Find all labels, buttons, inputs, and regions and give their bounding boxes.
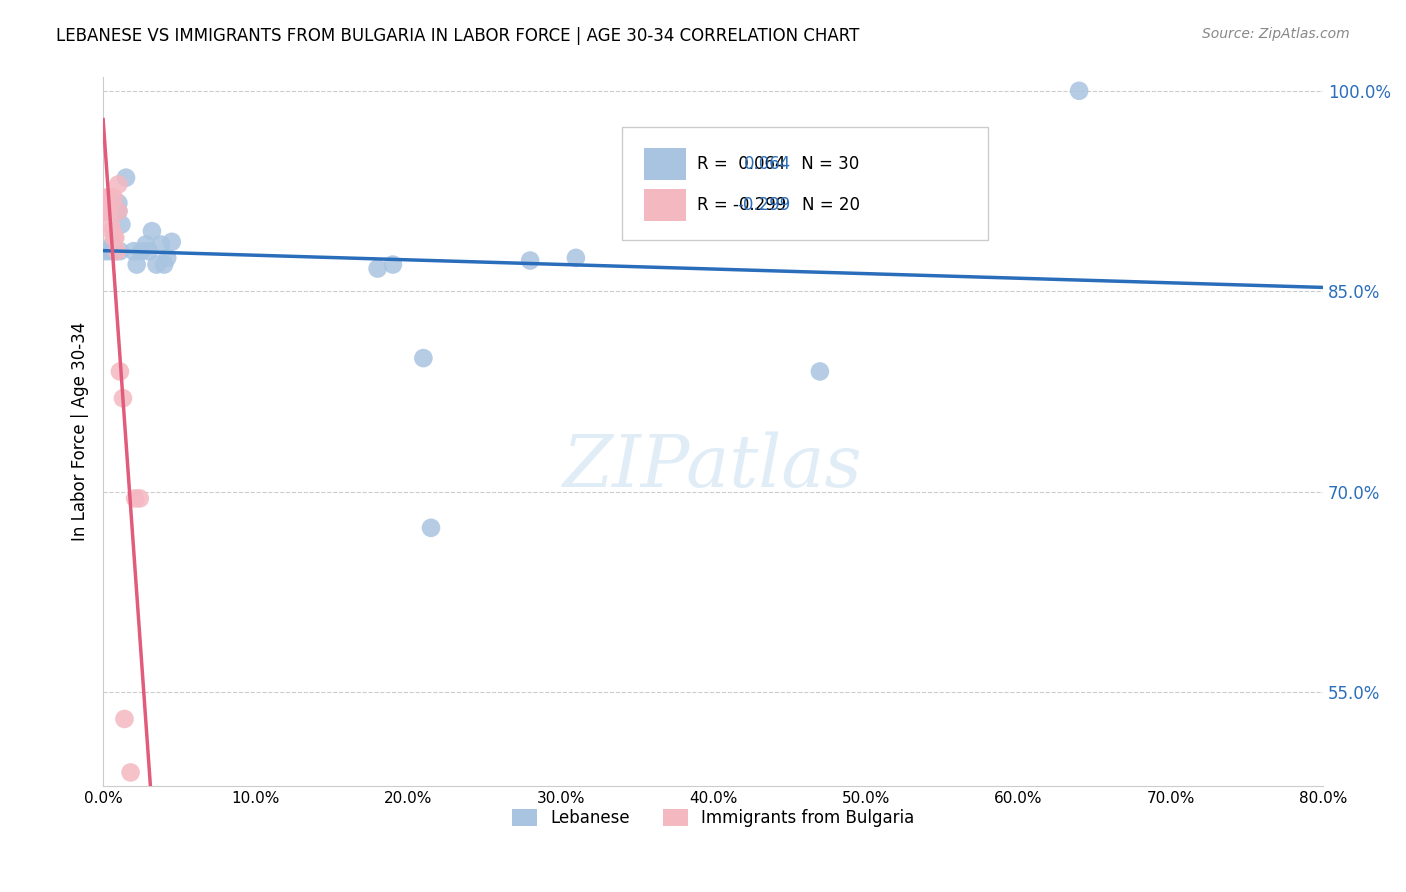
Text: ZIPatlas: ZIPatlas	[564, 432, 863, 502]
Point	[120, 765, 142, 780]
Legend: Lebanese, Immigrants from Bulgaria: Lebanese, Immigrants from Bulgaria	[505, 803, 921, 834]
Point	[103, 231, 125, 245]
Point	[381, 258, 404, 272]
Text: Source: ZipAtlas.com: Source: ZipAtlas.com	[1202, 27, 1350, 41]
Point	[98, 244, 121, 259]
Point	[98, 191, 121, 205]
Point	[101, 224, 124, 238]
Text: -0.299: -0.299	[738, 196, 790, 214]
Point	[145, 258, 167, 272]
Point	[107, 204, 129, 219]
Y-axis label: In Labor Force | Age 30-34: In Labor Force | Age 30-34	[72, 322, 89, 541]
Point	[129, 244, 152, 259]
Text: LEBANESE VS IMMIGRANTS FROM BULGARIA IN LABOR FORCE | AGE 30-34 CORRELATION CHAR: LEBANESE VS IMMIGRANTS FROM BULGARIA IN …	[56, 27, 859, 45]
Point	[412, 351, 434, 365]
Point	[104, 244, 127, 259]
Point	[156, 251, 179, 265]
Point	[108, 244, 131, 259]
Point	[108, 364, 131, 378]
Point	[114, 712, 136, 726]
Point	[138, 244, 160, 259]
Point	[107, 196, 129, 211]
Point	[1069, 84, 1091, 98]
Point	[367, 261, 389, 276]
Point	[96, 191, 118, 205]
Point	[107, 204, 129, 219]
Point	[93, 244, 115, 259]
Point	[124, 491, 146, 506]
Point	[97, 204, 120, 219]
Point	[110, 218, 132, 232]
Point	[420, 521, 443, 535]
Point	[135, 237, 157, 252]
Point	[103, 191, 125, 205]
Point	[98, 204, 121, 219]
Point	[125, 258, 148, 272]
Point	[115, 170, 138, 185]
Point	[93, 204, 115, 219]
Point	[160, 235, 183, 249]
Point	[565, 251, 588, 265]
Point	[141, 224, 163, 238]
Point	[107, 178, 129, 192]
Point	[105, 244, 128, 259]
Point	[100, 218, 122, 232]
Point	[128, 491, 150, 506]
Point	[808, 364, 831, 378]
Point	[122, 244, 145, 259]
Point	[104, 231, 127, 245]
Text: 0.064: 0.064	[744, 155, 792, 173]
Point	[105, 204, 128, 219]
Point	[150, 237, 173, 252]
Point	[111, 391, 134, 405]
Point	[101, 237, 124, 252]
Text: R =  0.064   N = 30: R = 0.064 N = 30	[697, 155, 859, 173]
Text: R = -0.299   N = 20: R = -0.299 N = 20	[697, 196, 860, 214]
Point	[153, 258, 176, 272]
FancyBboxPatch shape	[621, 127, 987, 240]
Point	[519, 253, 541, 268]
Point	[97, 191, 120, 205]
Bar	[644, 148, 686, 180]
Bar	[644, 188, 686, 220]
Point	[101, 204, 124, 219]
